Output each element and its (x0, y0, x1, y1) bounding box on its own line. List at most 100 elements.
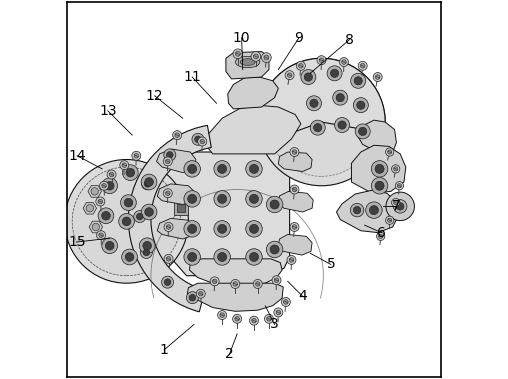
Circle shape (142, 178, 153, 190)
Circle shape (246, 161, 262, 177)
Circle shape (102, 178, 117, 194)
Circle shape (143, 249, 150, 256)
Circle shape (392, 165, 400, 173)
Circle shape (317, 56, 326, 65)
Circle shape (331, 69, 339, 77)
Circle shape (109, 172, 114, 177)
Circle shape (217, 252, 227, 262)
Circle shape (134, 211, 146, 222)
Polygon shape (189, 259, 282, 285)
Circle shape (164, 254, 173, 263)
Circle shape (144, 180, 151, 187)
Text: 3: 3 (270, 318, 279, 332)
Circle shape (140, 246, 152, 258)
Circle shape (376, 232, 385, 241)
Circle shape (267, 316, 271, 321)
Polygon shape (226, 52, 269, 79)
Circle shape (235, 316, 239, 321)
Circle shape (375, 164, 384, 174)
Circle shape (132, 151, 141, 160)
Circle shape (233, 314, 242, 323)
Text: 12: 12 (146, 89, 164, 103)
Text: 10: 10 (233, 31, 250, 45)
Circle shape (164, 149, 176, 161)
Circle shape (233, 49, 243, 59)
Text: 9: 9 (295, 31, 303, 45)
Circle shape (217, 224, 227, 233)
Circle shape (274, 308, 283, 317)
Circle shape (304, 73, 312, 81)
Polygon shape (205, 105, 301, 154)
Circle shape (186, 292, 199, 304)
Circle shape (351, 73, 366, 88)
Circle shape (354, 207, 361, 214)
Circle shape (249, 194, 259, 204)
Circle shape (378, 234, 383, 238)
Circle shape (212, 279, 217, 283)
Circle shape (105, 182, 114, 190)
Circle shape (98, 208, 114, 224)
Circle shape (166, 225, 171, 229)
Circle shape (371, 161, 388, 177)
Circle shape (184, 249, 200, 265)
Circle shape (231, 279, 240, 288)
Circle shape (134, 153, 139, 158)
Circle shape (102, 211, 110, 220)
Circle shape (72, 167, 181, 276)
Circle shape (162, 276, 174, 288)
Circle shape (266, 241, 283, 258)
Text: 7: 7 (392, 199, 401, 213)
Polygon shape (83, 202, 97, 214)
Circle shape (200, 139, 205, 144)
Circle shape (122, 249, 138, 265)
Circle shape (220, 313, 225, 317)
Circle shape (386, 192, 415, 221)
Circle shape (141, 174, 157, 190)
Circle shape (214, 191, 231, 207)
Circle shape (283, 300, 288, 304)
Polygon shape (164, 152, 290, 276)
Text: 14: 14 (68, 149, 86, 163)
Circle shape (97, 231, 106, 240)
Circle shape (105, 241, 114, 250)
Circle shape (327, 66, 342, 81)
Circle shape (386, 216, 394, 224)
Circle shape (274, 278, 279, 282)
Circle shape (262, 53, 271, 63)
Circle shape (164, 279, 171, 285)
Circle shape (264, 55, 269, 60)
Circle shape (195, 136, 201, 143)
Text: 13: 13 (99, 104, 117, 118)
Ellipse shape (235, 56, 260, 68)
Circle shape (281, 298, 291, 307)
Circle shape (187, 164, 197, 174)
Circle shape (249, 164, 259, 174)
Circle shape (163, 189, 172, 198)
Circle shape (357, 101, 365, 109)
Circle shape (143, 241, 151, 250)
Circle shape (164, 222, 173, 232)
Circle shape (386, 148, 394, 156)
Circle shape (335, 117, 350, 133)
Circle shape (119, 213, 135, 229)
Circle shape (192, 133, 204, 145)
Circle shape (102, 238, 117, 254)
Circle shape (122, 165, 138, 180)
Circle shape (252, 318, 256, 323)
Circle shape (249, 316, 259, 325)
Circle shape (394, 167, 398, 171)
Circle shape (126, 168, 135, 177)
Circle shape (258, 58, 385, 186)
Circle shape (310, 99, 318, 107)
Circle shape (253, 279, 262, 288)
Circle shape (246, 221, 262, 237)
Circle shape (217, 310, 227, 319)
Circle shape (276, 310, 280, 315)
Circle shape (290, 147, 299, 157)
Circle shape (141, 204, 157, 220)
Polygon shape (157, 184, 194, 205)
Polygon shape (278, 235, 312, 255)
Polygon shape (88, 186, 102, 197)
Circle shape (265, 314, 273, 323)
Circle shape (249, 252, 259, 262)
